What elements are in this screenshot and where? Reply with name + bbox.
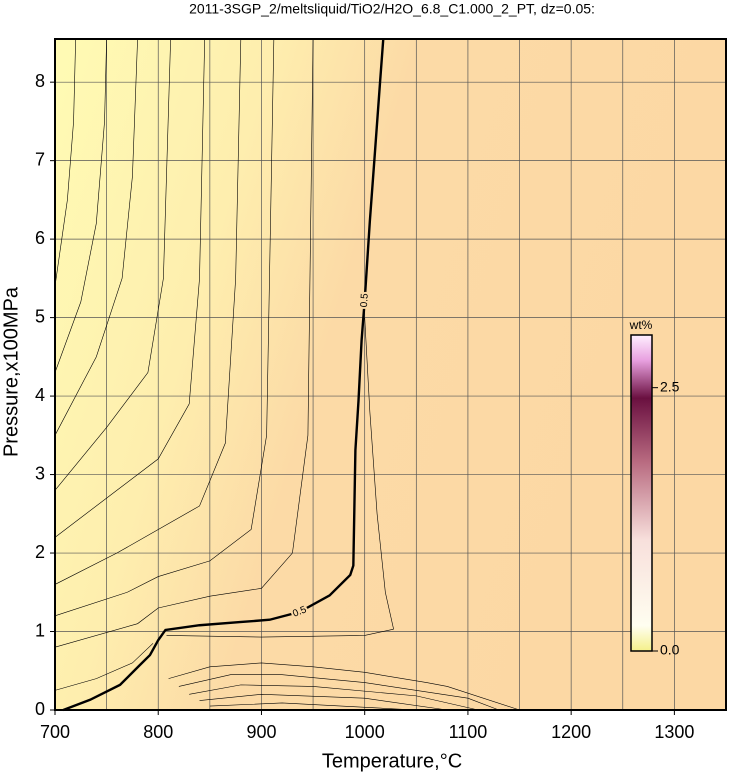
contour-line xyxy=(54,38,138,436)
colorbar-tick-label: 0.0 xyxy=(660,642,680,658)
x-tick-label: 1300 xyxy=(654,722,694,742)
x-tick-label: 700 xyxy=(40,722,70,742)
chart-title: 2011-3SGP_2/meltsliquid/TiO2/H2O_6.8_C1.… xyxy=(189,1,595,17)
colorbar-tick-label: 2.5 xyxy=(660,378,680,394)
contour-line xyxy=(54,38,76,287)
contour-line xyxy=(54,38,171,491)
y-tick-label: 0 xyxy=(35,699,45,719)
colorbar xyxy=(630,334,653,652)
plot-background xyxy=(55,39,726,710)
contour-line xyxy=(178,674,499,711)
contour-line xyxy=(199,694,448,711)
x-axis-label: Temperature,°C xyxy=(322,750,462,772)
plot-frame xyxy=(54,38,727,711)
y-tick-label: 3 xyxy=(35,463,45,483)
y-tick-label: 7 xyxy=(35,149,45,169)
x-tick-label: 900 xyxy=(246,722,276,742)
y-tick-label: 4 xyxy=(35,385,45,405)
x-tick-label: 1100 xyxy=(449,722,488,742)
contour-line xyxy=(54,38,275,617)
contour-line xyxy=(54,643,154,691)
contour-line xyxy=(166,628,394,638)
y-tick-label: 5 xyxy=(35,306,45,326)
contour-line xyxy=(189,684,479,711)
contour-line xyxy=(364,317,394,630)
y-axis-label: Pressure,x100MPa xyxy=(0,286,22,457)
contour-line xyxy=(209,702,417,711)
x-tick-label: 800 xyxy=(143,722,173,742)
contour-line xyxy=(54,38,205,538)
y-tick-label: 1 xyxy=(35,620,45,640)
y-tick-label: 2 xyxy=(35,542,45,562)
y-tick-label: 8 xyxy=(35,71,45,91)
contour-line xyxy=(54,38,107,373)
contour-line xyxy=(54,38,242,585)
contour-line xyxy=(54,38,314,648)
x-tick-label: 1200 xyxy=(551,722,591,742)
contour-label: 0.5 xyxy=(359,293,371,308)
colorbar-title: wt% xyxy=(629,318,653,332)
contour-line-labelled xyxy=(62,38,385,712)
x-tick-label: 1000 xyxy=(345,722,385,742)
y-tick-label: 6 xyxy=(35,228,45,248)
contour-line xyxy=(168,662,520,711)
